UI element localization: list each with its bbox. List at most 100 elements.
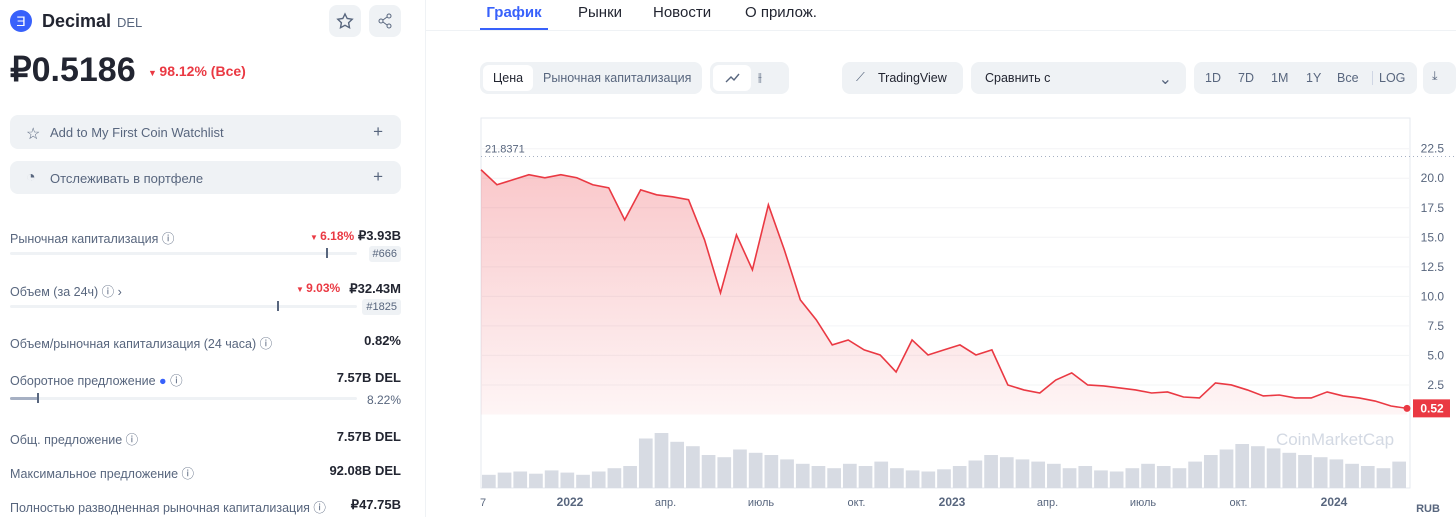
range-button[interactable]: 7D	[1238, 71, 1254, 85]
stat-value: ₽32.43M	[349, 281, 401, 296]
x-tick-label: апр.	[1037, 497, 1058, 509]
price-change-text: 98.12% (Все)	[159, 63, 246, 79]
stat-rank: #666	[368, 246, 401, 262]
stat-track	[10, 252, 357, 255]
price-area	[481, 169, 1407, 415]
stat-label-text: Объем (за 24ч)	[10, 285, 99, 299]
volume-bar	[764, 455, 779, 488]
volume-bar	[560, 472, 575, 488]
x-tick-label: 2024	[1321, 495, 1348, 509]
volume-bar	[701, 455, 716, 488]
x-tick-label: апр.	[655, 497, 676, 509]
coin-logo: Ǝ	[10, 10, 32, 32]
volume-bar	[748, 452, 763, 488]
volume-bar	[1094, 470, 1108, 488]
x-tick-label: окт.	[848, 497, 866, 509]
x-tick-label: 7	[480, 497, 486, 509]
max-label: 21.8371	[485, 144, 525, 156]
range-button[interactable]: 1D	[1205, 71, 1221, 85]
volume-bar	[513, 471, 528, 488]
volume-bar	[638, 438, 653, 488]
volume-bar	[1156, 466, 1171, 488]
range-button[interactable]: Все	[1337, 71, 1359, 85]
share-button[interactable]	[369, 5, 401, 37]
stat-track	[10, 397, 357, 400]
mode-group: Цена Рыночная капитализация	[480, 62, 702, 94]
y-tick-label: 15.0	[1421, 230, 1445, 244]
stat-label: Общ. предложение ⓘ	[10, 433, 139, 447]
volume-bar	[1313, 457, 1328, 488]
volume-bar	[1203, 455, 1218, 488]
y-tick-label: 20.0	[1421, 171, 1445, 185]
volume-bar	[733, 449, 747, 488]
line-style-button[interactable]	[713, 65, 751, 91]
stat-track	[10, 305, 357, 308]
watchlist-button[interactable]: ☆ Add to My First Coin Watchlist +	[10, 115, 401, 149]
stat-label: Объем (за 24ч) ⓘ ›	[10, 285, 122, 299]
mode-button[interactable]: Рыночная капитализация	[543, 71, 692, 85]
volume-bar	[795, 463, 810, 488]
tradingview-button[interactable]: ⟋ TradingView	[842, 62, 963, 94]
volume-bar	[827, 468, 841, 488]
download-button[interactable]: ⤓	[1423, 62, 1456, 94]
tabs: График Рынки Новости О прилож.	[426, 0, 1456, 31]
stat-marker	[37, 393, 39, 403]
coin-symbol: DEL	[117, 15, 143, 30]
tab[interactable]: О прилож.	[745, 4, 817, 21]
volume-bar	[607, 468, 622, 488]
mode-button[interactable]: Цена	[483, 65, 534, 91]
x-tick-label: 2022	[557, 495, 584, 509]
y-tick-label: 10.0	[1421, 289, 1445, 303]
stat-label: Рыночная капитализация ⓘ	[10, 232, 175, 246]
tab[interactable]: График	[480, 4, 548, 30]
x-tick-label: 2023	[939, 495, 966, 509]
volume-bar	[686, 446, 700, 488]
range-button[interactable]: 1M	[1271, 71, 1289, 85]
stat-value: ₽47.75B	[350, 497, 401, 512]
watchlist-text: Add to My First Coin Watchlist	[50, 125, 224, 140]
volume-bar	[842, 463, 857, 488]
candle-style-button[interactable]: ⫲	[758, 70, 762, 84]
volume-bar	[952, 466, 967, 488]
stat-label: Объем/рыночная капитализация (24 часа) ⓘ	[10, 337, 273, 351]
star-button[interactable]	[329, 5, 361, 37]
range-button[interactable]: 1Y	[1306, 71, 1322, 85]
volume-bar	[1298, 455, 1312, 488]
volume-bar	[874, 461, 889, 488]
y-tick-label: 22.5	[1421, 142, 1445, 156]
volume-bar	[717, 457, 732, 488]
volume-bar	[999, 457, 1014, 488]
portfolio-text: Отслеживать в портфеле	[50, 171, 204, 186]
volume-bar	[591, 471, 606, 488]
volume-bar	[905, 470, 920, 488]
tab[interactable]: Рынки	[578, 4, 623, 21]
volume-bar	[1047, 463, 1061, 488]
stat-value: 0.82%	[364, 333, 401, 348]
last-tag	[1413, 399, 1450, 418]
compare-select[interactable]: Сравнить с ⌄	[971, 62, 1186, 94]
price-line	[480, 169, 1408, 410]
volume-bar	[968, 460, 983, 488]
volume-bar	[780, 459, 794, 488]
stat-marker	[326, 248, 328, 258]
volume-bar	[544, 470, 559, 488]
y-tick-label: 17.5	[1421, 201, 1445, 215]
last-point	[1403, 404, 1411, 412]
volume-bar	[1109, 471, 1124, 488]
stat-label: Оборотное предложение ● ⓘ	[10, 374, 183, 388]
volume-bar	[1172, 468, 1187, 488]
volume-bar	[1251, 446, 1265, 488]
portfolio-button[interactable]: ◔ Отслеживать в портфеле +	[10, 161, 401, 194]
stat-value: 92.08B DEL	[329, 463, 401, 478]
volume-bar	[623, 466, 637, 488]
tab[interactable]: Новости	[653, 4, 712, 21]
price-change: ▼ 98.12% (Все)	[148, 63, 246, 79]
volume-bar	[811, 466, 826, 488]
range-button[interactable]: LOG	[1372, 71, 1405, 85]
stat-rank: #1825	[362, 299, 401, 315]
stat-value: ₽3.93B	[358, 228, 401, 243]
stat-change-text: 6.18%	[320, 229, 355, 243]
volume-bar	[1360, 466, 1375, 488]
stat-change: ▼ 6.18%	[310, 229, 355, 243]
